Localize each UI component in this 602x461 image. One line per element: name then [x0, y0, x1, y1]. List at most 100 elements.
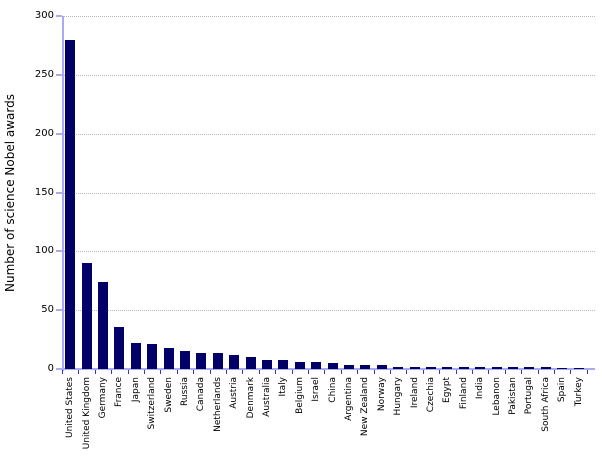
x-tick	[94, 370, 96, 374]
x-tick	[193, 370, 195, 374]
bar	[573, 367, 584, 369]
x-axis-label: Netherlands	[212, 377, 223, 432]
bar	[475, 366, 486, 369]
bar	[98, 281, 108, 369]
gridline	[64, 133, 595, 135]
bar	[508, 366, 518, 369]
bar	[245, 357, 256, 369]
x-axis-label: United Kingdom	[81, 377, 92, 450]
x-tick	[176, 370, 178, 374]
bar	[65, 39, 76, 369]
x-axis-label: Hungary	[393, 377, 404, 416]
x-tick	[504, 370, 506, 374]
x-axis-label: Austria	[229, 377, 240, 409]
bar	[130, 343, 141, 369]
x-tick	[390, 370, 391, 374]
y-tick	[56, 132, 62, 135]
y-tick	[56, 191, 62, 194]
bar	[229, 354, 240, 369]
x-tick	[357, 370, 359, 374]
y-tick	[56, 15, 62, 17]
x-tick	[554, 370, 555, 374]
bar	[114, 326, 125, 369]
gridline	[64, 16, 595, 17]
x-axis-label: Belgium	[294, 377, 305, 414]
x-axis-label: Switzerland	[147, 377, 158, 430]
gridline	[64, 192, 595, 194]
x-tick	[144, 370, 145, 374]
x-axis-label: Japan	[130, 377, 141, 403]
x-axis-label: India	[475, 377, 486, 400]
y-tick-label: 200	[34, 127, 54, 139]
bar	[458, 366, 469, 369]
x-tick	[422, 370, 424, 374]
y-tick-label: 50	[41, 304, 54, 316]
x-axis-label: Finland	[458, 377, 469, 410]
x-tick	[488, 370, 490, 374]
y-tick-label: 0	[47, 363, 54, 374]
y-tick-label: 100	[34, 245, 54, 257]
y-tick-label: 250	[34, 68, 54, 80]
x-axis-label: Sweden	[163, 377, 174, 413]
x-tick	[472, 370, 473, 374]
x-tick	[160, 370, 162, 374]
gridline	[64, 310, 595, 312]
y-axis-line	[62, 16, 64, 371]
x-axis-label: Canada	[196, 377, 207, 412]
x-axis-label: United States	[65, 377, 76, 438]
bar	[212, 352, 223, 369]
x-tick	[242, 370, 244, 374]
bar	[360, 365, 371, 369]
x-axis-label: Portugal	[524, 377, 535, 415]
x-tick	[78, 370, 80, 374]
y-tick	[56, 250, 62, 253]
x-tick	[308, 370, 309, 374]
x-tick	[226, 370, 227, 374]
bar	[180, 351, 190, 369]
bar	[426, 366, 436, 369]
x-axis-label: South Africa	[540, 377, 551, 432]
bar	[557, 367, 568, 369]
x-tick	[570, 370, 572, 374]
x-axis-label: Spain	[557, 377, 568, 403]
x-tick	[406, 370, 408, 374]
x-axis-label: Turkey	[573, 377, 584, 407]
x-axis-label: France	[114, 377, 125, 407]
bar	[540, 366, 551, 369]
y-tick-label: 300	[34, 10, 54, 21]
x-tick	[324, 370, 326, 374]
x-tick	[127, 370, 129, 374]
y-tick-label: 150	[34, 186, 54, 198]
x-axis-label: Lebanon	[491, 377, 502, 416]
x-tick	[455, 370, 457, 374]
x-axis-label: Argentina	[344, 377, 354, 421]
bar	[196, 352, 207, 369]
bar	[524, 366, 535, 369]
bar	[442, 366, 453, 369]
bar	[311, 361, 322, 369]
x-tick	[373, 370, 375, 374]
x-axis-label: China	[327, 377, 338, 403]
x-tick	[275, 370, 277, 374]
x-axis-label: Germany	[98, 377, 108, 419]
bar	[344, 365, 354, 369]
x-axis-label: Ireland	[409, 377, 420, 409]
x-tick	[439, 370, 441, 374]
x-axis-line	[62, 368, 595, 370]
bar	[327, 363, 338, 369]
bar	[147, 344, 158, 369]
x-axis-label: Norway	[376, 377, 387, 412]
bar	[393, 366, 404, 369]
x-axis-label: Russia	[180, 377, 190, 406]
gridline	[64, 251, 595, 253]
y-tick	[56, 309, 62, 312]
x-tick	[586, 370, 588, 374]
x-tick	[62, 370, 63, 374]
x-axis-label: Pakistan	[508, 377, 518, 415]
x-axis-label: Italy	[278, 377, 289, 397]
x-axis-label: Denmark	[245, 377, 256, 419]
bar	[294, 361, 305, 369]
bar	[262, 359, 272, 369]
x-tick	[521, 370, 523, 374]
